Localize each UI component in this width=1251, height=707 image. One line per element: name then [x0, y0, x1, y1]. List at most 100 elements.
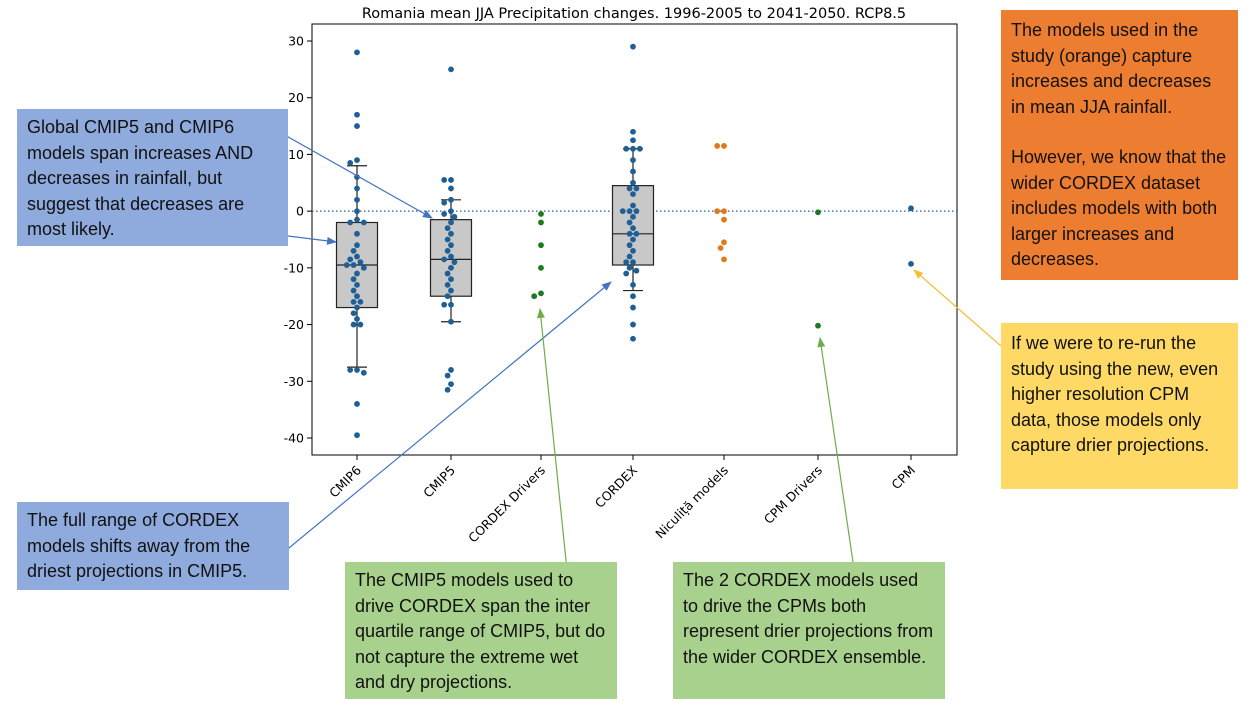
y-tick-label: -10	[284, 260, 304, 275]
data-point-niculi-models	[721, 208, 727, 215]
data-point-cordex-drivers	[531, 293, 538, 300]
data-point-cmip5	[444, 270, 451, 277]
data-point-cordex-drivers	[538, 290, 544, 297]
y-tick-label: -20	[284, 317, 304, 332]
callout-cordex-drivers: The CMIP5 models used to drive CORDEX sp…	[345, 562, 617, 699]
data-point-cordex	[630, 281, 636, 288]
data-point-cmip6	[360, 264, 367, 271]
data-point-cpm	[908, 205, 914, 212]
arrow-cpm-drivers	[817, 337, 854, 563]
callout-cordex-shift-text: The full range of CORDEX models shifts a…	[27, 510, 251, 581]
data-point-cmip5	[448, 230, 454, 237]
data-point-cordex	[626, 208, 633, 215]
callout-cpm-rerun: If we were to re-run the study using the…	[1001, 323, 1238, 489]
data-point-cordex	[630, 157, 636, 164]
data-point-cmip6	[354, 111, 360, 118]
data-point-cmip6	[354, 123, 360, 129]
data-point-cmip6	[354, 281, 360, 288]
data-point-cmip6	[354, 242, 360, 249]
data-point-cmip5	[448, 318, 454, 325]
data-point-cmip5	[448, 185, 454, 192]
x-axis: CMIP6 CMIP5 CORDEX Drivers CORDEX Niculiță m…	[326, 455, 918, 545]
callout-study-models: The models used in the study (orange) ca…	[1001, 10, 1238, 280]
x-tick-label-cordex-drivers: CORDEX Drivers	[465, 463, 548, 546]
data-point-cmip6	[347, 256, 354, 263]
data-point-cordex	[626, 253, 633, 260]
data-point-cordex	[630, 225, 636, 232]
arrow-drivers-to-cordex-drivers	[536, 308, 568, 571]
data-point-cordex	[623, 145, 630, 152]
data-point-cmip6	[350, 262, 357, 268]
data-point-cordex	[636, 145, 643, 152]
data-point-cordex	[630, 168, 636, 175]
data-point-niculi-models	[721, 143, 727, 149]
data-point-cmip6	[354, 230, 360, 237]
data-point-cmip6	[354, 315, 360, 322]
data-point-cordex	[630, 293, 636, 300]
data-point-cmip5	[441, 177, 448, 183]
data-point-cordex-drivers	[538, 211, 544, 217]
callout-cmip-range-text: Global CMIP5 and CMIP6 models span incre…	[27, 117, 254, 239]
data-point-cmip6	[354, 185, 360, 192]
data-point-cmip6	[354, 401, 360, 407]
data-point-cmip6	[354, 253, 360, 260]
x-tick-label-niculi-models: Niculiță models	[652, 463, 731, 542]
data-point-cordex-drivers	[538, 242, 544, 249]
x-tick-label-cordex: CORDEX	[592, 462, 641, 511]
data-point-cmip6	[357, 259, 364, 266]
callout-cpm-rerun-text: If we were to re-run the study using the…	[1011, 333, 1219, 455]
callout-cmip-range: Global CMIP5 and CMIP6 models span incre…	[17, 109, 288, 246]
data-point-cordex-drivers	[538, 219, 544, 226]
data-point-cmip6	[354, 216, 360, 223]
x-tick-label-cpm-drivers: CPM Drivers	[761, 463, 825, 527]
chart-title: Romania mean JJA Precipitation changes. …	[362, 6, 906, 22]
data-point-cordex	[623, 259, 630, 266]
data-point-cmip6	[350, 276, 357, 283]
data-point-cordex-drivers	[538, 264, 544, 271]
data-point-cordex	[626, 185, 633, 192]
data-point-cordex	[630, 137, 636, 144]
y-tick-label: 10	[288, 147, 304, 162]
data-point-cpm	[908, 260, 914, 267]
data-point-cmip5	[448, 66, 454, 73]
data-point-niculi-models	[714, 208, 721, 215]
data-point-cmip6	[350, 321, 357, 328]
data-point-cmip6	[354, 293, 360, 300]
data-point-niculi-models	[721, 239, 727, 246]
data-point-cordex	[630, 247, 636, 254]
data-point-cmip5	[448, 208, 454, 215]
data-point-cmip5	[448, 381, 454, 388]
data-point-cmip5	[444, 372, 451, 379]
y-tick-label: -40	[284, 430, 304, 445]
data-point-cordex	[633, 208, 640, 215]
data-point-cordex	[630, 335, 636, 342]
data-point-cordex	[630, 236, 636, 243]
y-axis: 30 20 10 0 -10 -20 -30 -40	[284, 34, 312, 445]
data-point-cordex	[630, 304, 636, 311]
data-point-cordex	[633, 185, 640, 192]
data-point-cmip6	[350, 247, 357, 254]
data-point-cmip6	[354, 208, 360, 215]
data-point-cmip6	[354, 49, 360, 56]
data-point-cmip5	[444, 247, 451, 254]
data-point-cmip5	[444, 293, 451, 300]
x-tick-label-cpm: CPM	[888, 463, 918, 493]
data-point-cmip5	[441, 301, 448, 308]
callout-arrows	[207, 119, 1002, 571]
data-point-cordex	[630, 213, 636, 220]
data-point-cordex	[630, 191, 636, 198]
data-point-cmip5	[444, 281, 451, 288]
callout-cpm-drivers: The 2 CORDEX models used to drive the CP…	[673, 562, 945, 699]
data-point-cmip5	[441, 256, 448, 263]
data-point-cordex	[630, 128, 636, 135]
data-point-cmip5	[448, 264, 454, 271]
data-point-cordex	[630, 145, 636, 152]
x-tick-label-cmip5: CMIP5	[420, 463, 458, 501]
data-point-niculi-models	[714, 143, 721, 149]
data-point-niculi-models	[717, 245, 724, 251]
data-point-cmip5	[444, 386, 451, 393]
callout-cordex-shift: The full range of CORDEX models shifts a…	[17, 502, 289, 590]
data-point-cpm-drivers	[815, 322, 821, 329]
data-point-cmip6	[357, 321, 364, 328]
